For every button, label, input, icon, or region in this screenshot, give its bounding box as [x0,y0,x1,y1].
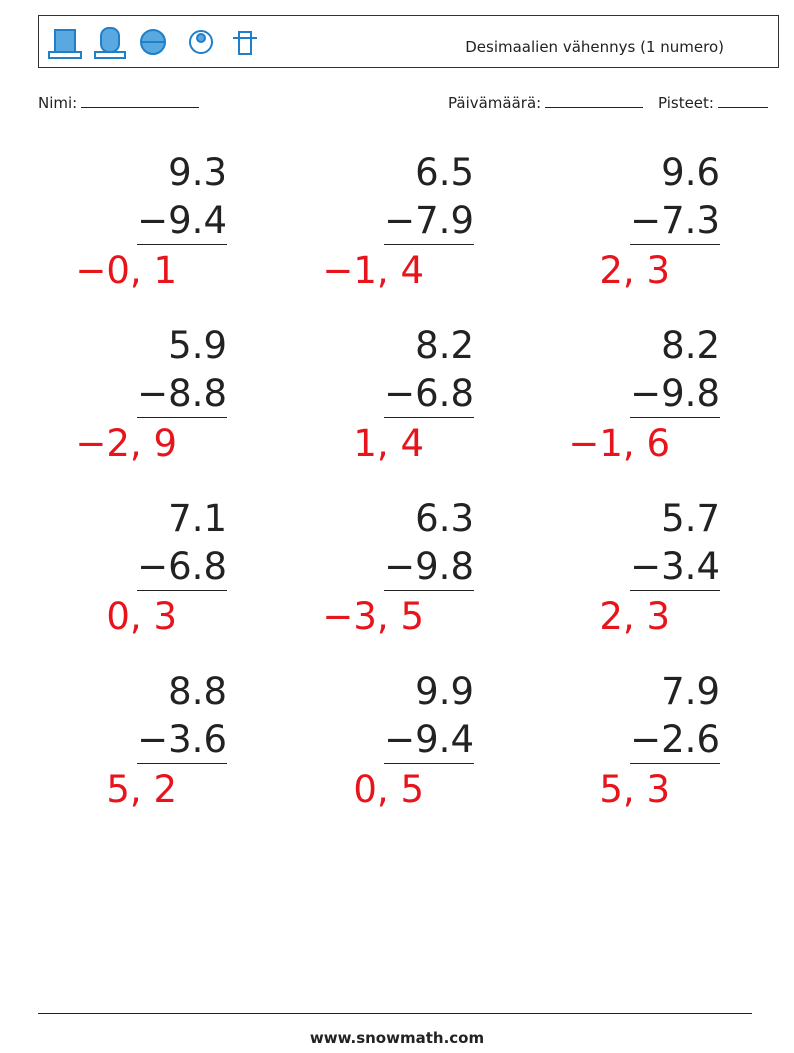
subtrahend: −6.8 [137,545,227,588]
answer: −3, 5 [322,595,424,638]
subtrahend: −9.8 [384,545,474,588]
answer-rule [137,763,227,764]
answer: 1, 4 [353,422,424,465]
subtrahend: −9.8 [630,372,720,415]
minuend: 8.8 [168,670,227,713]
subtrahend: −9.4 [384,718,474,761]
minuend: 9.6 [661,151,720,194]
answer-rule [137,590,227,591]
answer-rule [630,763,720,764]
header-box: Desimaalien vähennys (1 numero) [38,15,779,68]
footer-site: www.snowmath.com [309,1029,485,1047]
subtrahend: −7.9 [384,199,474,242]
answer-rule [630,590,720,591]
answer-rule [384,417,474,418]
subtrahend: −3.4 [630,545,720,588]
answer-rule [384,244,474,245]
answer: 2, 3 [599,249,670,292]
date-label: Päivämäärä: [448,94,542,112]
subtrahend: −6.8 [384,372,474,415]
minuend: 6.5 [415,151,474,194]
subtrahend: −8.8 [137,372,227,415]
footer-rule [38,1013,752,1014]
answer: 5, 3 [599,768,670,811]
name-label: Nimi: [38,94,78,112]
subtrahend: −7.3 [630,199,720,242]
answer-rule [384,763,474,764]
minuend: 8.2 [661,324,720,367]
answer-rule [137,417,227,418]
name-field: Nimi: [38,93,200,112]
answer-rule [630,244,720,245]
answer: −0, 1 [75,249,177,292]
subtrahend: −3.6 [137,718,227,761]
minuend: 6.3 [415,497,474,540]
robot-icons [48,27,257,59]
date-field: Päivämäärä: [448,93,644,112]
minuend: 5.9 [168,324,227,367]
answer: 2, 3 [599,595,670,638]
answer-rule [630,417,720,418]
answer: −1, 4 [322,249,424,292]
minuend: 8.2 [415,324,474,367]
answer: −2, 9 [75,422,177,465]
subtrahend: −9.4 [137,199,227,242]
answer: 0, 3 [106,595,177,638]
title: Desimaalien vähennys (1 numero) [465,38,724,56]
minuend: 9.9 [415,670,474,713]
answer-rule [384,590,474,591]
subtrahend: −2.6 [630,718,720,761]
score-label: Pisteet: [658,94,714,112]
minuend: 7.1 [168,497,227,540]
minuend: 9.3 [168,151,227,194]
answer-rule [137,244,227,245]
answer: 0, 5 [353,768,424,811]
answer: 5, 2 [106,768,177,811]
score-field: Pisteet: [658,93,768,112]
minuend: 7.9 [661,670,720,713]
answer: −1, 6 [568,422,670,465]
minuend: 5.7 [661,497,720,540]
